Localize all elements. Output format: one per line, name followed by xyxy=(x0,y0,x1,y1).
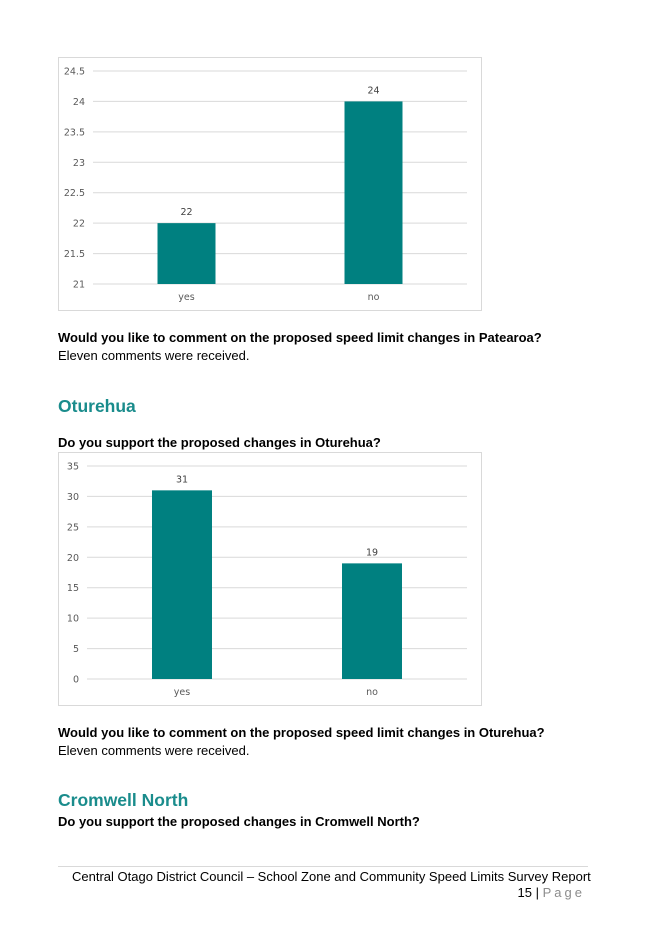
bar-yes xyxy=(152,490,212,679)
chart-oturehua-svg: 0 5 10 15 20 25 30 35 31 yes 19 no xyxy=(67,462,467,698)
chart-patearoa-svg: 21 21.5 22 22.5 23 23.5 24 24.5 22 yes 24 no xyxy=(64,67,467,303)
data-label: 24 xyxy=(367,85,379,96)
y-tick-label: 22 xyxy=(73,219,85,230)
oturehua-comment-answer: Eleven comments were received. xyxy=(58,743,250,758)
chart-oturehua: 0 5 10 15 20 25 30 35 31 yes 19 no xyxy=(58,452,482,706)
chart-patearoa: 21 21.5 22 22.5 23 23.5 24 24.5 22 yes 24 no xyxy=(58,57,482,311)
y-tick-label: 22.5 xyxy=(64,188,85,199)
patearoa-comment-answer: Eleven comments were received. xyxy=(58,348,250,363)
page-separator: | xyxy=(535,885,539,900)
y-tick-label: 24.5 xyxy=(64,67,85,78)
y-tick-label: 25 xyxy=(67,522,79,533)
oturehua-support-question: Do you support the proposed changes in O… xyxy=(58,435,381,450)
cromwell-north-support-question: Do you support the proposed changes in C… xyxy=(58,814,420,829)
y-tick-label: 23.5 xyxy=(64,127,85,138)
x-category-label: no xyxy=(368,292,380,303)
data-label: 31 xyxy=(176,474,188,485)
y-tick-label: 23 xyxy=(73,158,85,169)
y-tick-label: 15 xyxy=(67,583,79,594)
x-category-label: no xyxy=(366,687,378,698)
bar-no xyxy=(342,563,402,679)
data-label: 22 xyxy=(180,207,192,218)
y-tick-label: 10 xyxy=(67,614,79,625)
y-tick-label: 35 xyxy=(67,462,79,473)
y-tick-label: 30 xyxy=(67,492,79,503)
y-tick-label: 20 xyxy=(67,553,79,564)
section-heading-cromwell-north: Cromwell North xyxy=(58,790,189,810)
page-word: Page xyxy=(542,885,585,900)
y-tick-label: 21.5 xyxy=(64,249,85,260)
y-tick-label: 0 xyxy=(73,675,79,686)
y-tick-label: 5 xyxy=(73,644,79,655)
footer-divider xyxy=(58,866,588,867)
data-label: 19 xyxy=(366,547,378,558)
section-heading-oturehua: Oturehua xyxy=(58,396,136,416)
footer-text: Central Otago District Council – School … xyxy=(72,869,591,884)
page-number: 15 | Page xyxy=(518,885,585,900)
bar-no xyxy=(344,101,403,284)
x-category-label: yes xyxy=(178,292,194,303)
y-tick-label: 21 xyxy=(73,280,85,291)
oturehua-comment-question: Would you like to comment on the propose… xyxy=(58,725,545,740)
patearoa-comment-question: Would you like to comment on the propose… xyxy=(58,330,542,345)
bar-yes xyxy=(157,223,216,284)
page-number-value: 15 xyxy=(517,885,532,900)
x-category-label: yes xyxy=(174,687,190,698)
y-tick-label: 24 xyxy=(73,97,85,108)
